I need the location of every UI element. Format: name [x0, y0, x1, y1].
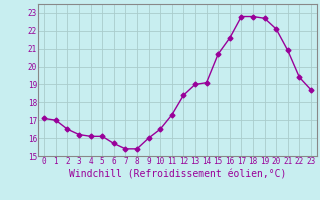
X-axis label: Windchill (Refroidissement éolien,°C): Windchill (Refroidissement éolien,°C) [69, 169, 286, 179]
